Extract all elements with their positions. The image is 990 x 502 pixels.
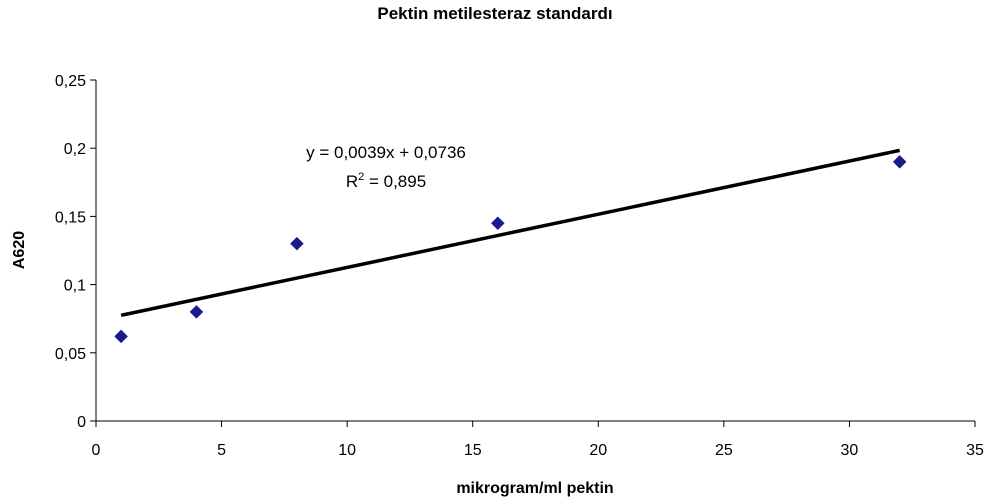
x-axis-ticks: 0 5 10 15 20 25 30 35 <box>92 421 984 459</box>
x-tick-label: 0 <box>92 442 101 459</box>
y-tick-label: 0,15 <box>55 209 86 226</box>
x-tick-label: 30 <box>841 442 859 459</box>
x-tick-label: 25 <box>715 442 733 459</box>
data-point <box>490 216 505 231</box>
trendline-equation: y = 0,0039x + 0,0736 <box>306 143 466 162</box>
data-point <box>892 154 907 169</box>
data-point <box>290 236 304 251</box>
y-tick-label: 0 <box>77 414 86 431</box>
r-squared-label: R2 = 0,895 <box>346 171 426 191</box>
r-squared-prefix: R <box>346 172 358 191</box>
r-squared-value: = 0,895 <box>364 172 426 191</box>
trendline <box>120 148 901 318</box>
data-points <box>114 154 907 344</box>
y-tick-label: 0,05 <box>55 346 86 363</box>
data-point <box>114 329 128 344</box>
y-tick-label: 0,2 <box>64 141 86 158</box>
x-tick-label: 5 <box>217 442 226 459</box>
data-point <box>189 305 204 319</box>
x-tick-label: 10 <box>338 442 356 459</box>
x-axis-label: mikrogram/ml pektin <box>456 480 613 497</box>
x-tick-label: 20 <box>589 442 607 459</box>
x-tick-label: 15 <box>464 442 482 459</box>
r-squared-exponent: 2 <box>358 171 364 183</box>
y-tick-label: 0,25 <box>55 73 86 90</box>
y-tick-label: 0,1 <box>64 278 86 295</box>
y-axis-label: A620 <box>11 231 28 269</box>
chart-title: Pektin metilesteraz standardı <box>377 4 612 23</box>
y-axis-ticks: 0 0,05 0,1 0,15 0,2 0,25 <box>55 73 96 431</box>
axes <box>95 80 975 422</box>
x-tick-label: 35 <box>966 442 984 459</box>
